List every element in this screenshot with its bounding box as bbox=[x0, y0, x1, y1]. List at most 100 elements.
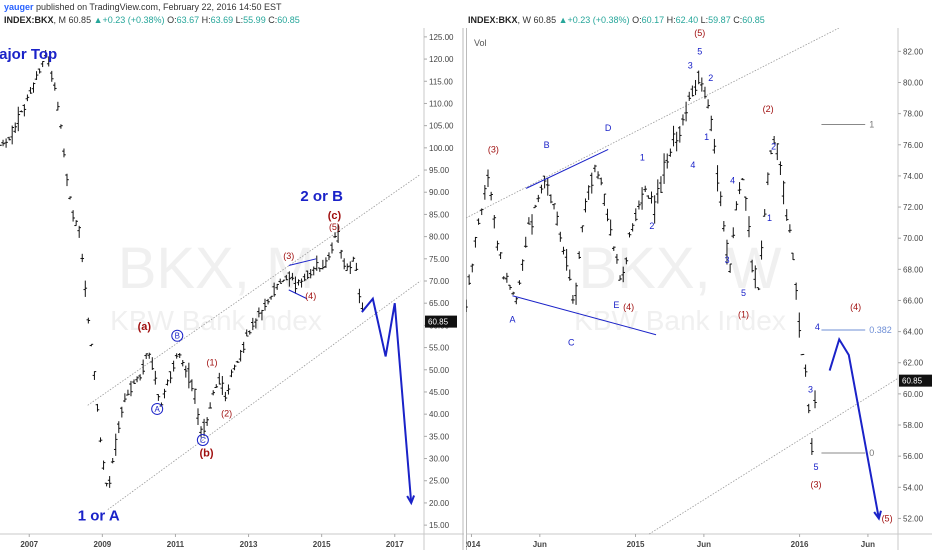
ohlc-bar bbox=[196, 408, 200, 425]
ohlc-bar bbox=[275, 283, 279, 290]
wave-label: 5 bbox=[697, 46, 702, 56]
ohlc-bar bbox=[92, 371, 97, 380]
svg-text:2016: 2016 bbox=[791, 540, 809, 549]
level-label: 0 bbox=[869, 448, 874, 458]
time-axis[interactable]: 2007 2009 2011 2013 2015 2017 bbox=[20, 534, 404, 549]
ohlc-bar bbox=[561, 246, 566, 255]
ohlc-bar bbox=[700, 77, 704, 92]
weekly-chart[interactable]: BKX, W KBW Bank Index Vol 0.382 1 0 (3) B D A… bbox=[466, 28, 932, 550]
ohlc-bar bbox=[238, 349, 243, 362]
ohlc-bar bbox=[244, 329, 249, 337]
ohlc-bar bbox=[0, 144, 2, 146]
svg-text:82.00: 82.00 bbox=[903, 47, 924, 56]
ohlc-bar bbox=[86, 317, 91, 324]
price-tick: 58.00 bbox=[898, 421, 924, 430]
svg-text:30.00: 30.00 bbox=[429, 455, 450, 464]
ohlc-bar bbox=[659, 176, 663, 193]
ohlc-bar bbox=[135, 376, 139, 383]
ohlc-bar bbox=[564, 248, 569, 271]
ohlc-bar bbox=[4, 138, 8, 148]
ohlc-bar bbox=[486, 169, 490, 188]
ohlc-bar bbox=[211, 390, 216, 396]
ohlc-bar bbox=[235, 360, 240, 363]
ohlc-bar bbox=[599, 177, 604, 186]
ohlc-bar bbox=[220, 376, 225, 395]
svg-text:35.00: 35.00 bbox=[429, 432, 450, 441]
price-axis[interactable]: 15.00 20.00 25.00 30.00 35.00 40.00 45.00 50.00… bbox=[424, 33, 457, 530]
time-tick: 2014 bbox=[466, 534, 481, 549]
wave-label: 4 bbox=[690, 160, 695, 170]
price-tick: 120.00 bbox=[424, 55, 454, 64]
ohlc-bar bbox=[165, 379, 170, 386]
svg-text:85.00: 85.00 bbox=[429, 210, 450, 219]
ohlc-bar bbox=[696, 70, 701, 85]
time-tick: 2009 bbox=[93, 534, 112, 549]
svg-text:72.00: 72.00 bbox=[903, 203, 924, 212]
ohlc-bar bbox=[232, 364, 237, 371]
svg-text:100.00: 100.00 bbox=[429, 144, 454, 153]
svg-text:52.00: 52.00 bbox=[903, 514, 924, 523]
left-symbol-line: INDEX:BKX, M 60.85 ▲+0.23 (+0.38%) O:63.… bbox=[4, 15, 300, 25]
ohlc-bar bbox=[640, 187, 644, 210]
wave-lines bbox=[512, 148, 657, 336]
ohlc-bar bbox=[65, 173, 69, 187]
left-change-arrow: ▲ bbox=[93, 15, 103, 25]
svg-text:80.00: 80.00 bbox=[429, 233, 450, 242]
ohlc-bar bbox=[190, 379, 194, 392]
ohlc-bar bbox=[40, 60, 45, 68]
time-tick: 2015 bbox=[313, 534, 331, 549]
svg-text:2013: 2013 bbox=[240, 540, 258, 549]
ohlc-bar bbox=[43, 50, 48, 58]
publisher-name[interactable]: yauger bbox=[4, 2, 34, 12]
wave-label: 1 bbox=[767, 213, 772, 223]
ohlc-bar bbox=[290, 272, 295, 281]
price-tick: 66.00 bbox=[898, 296, 924, 305]
ohlc-bar bbox=[791, 252, 795, 261]
ohlc-bar bbox=[177, 352, 182, 359]
ohlc-bar bbox=[351, 256, 356, 262]
ohlc-bar bbox=[174, 353, 179, 359]
ohlc-bar bbox=[514, 296, 519, 305]
ohlc-bar bbox=[19, 110, 24, 113]
price-tick: 72.00 bbox=[898, 203, 924, 212]
ohlc-bar bbox=[126, 389, 130, 396]
ohlc-bar bbox=[501, 276, 506, 280]
ohlc-bar bbox=[511, 291, 515, 295]
ohlc-bar bbox=[229, 369, 234, 378]
ohlc-bar bbox=[147, 352, 152, 359]
price-tick: 25.00 bbox=[424, 477, 450, 486]
svg-text:2007: 2007 bbox=[20, 540, 38, 549]
channel-line bbox=[648, 377, 899, 535]
ohlc-bar bbox=[339, 249, 343, 259]
wave-label: (3) bbox=[810, 479, 821, 489]
level-label: 1 bbox=[869, 120, 874, 130]
ohlc-bar bbox=[762, 209, 767, 217]
fib-levels: 0.382 1 0 bbox=[821, 120, 892, 458]
wave-label: 1 or A bbox=[78, 508, 120, 525]
ohlc-bar bbox=[272, 282, 276, 297]
fib-level-label: 0.382 bbox=[869, 325, 892, 335]
price-tick: 70.00 bbox=[424, 277, 450, 286]
svg-text:C: C bbox=[200, 436, 206, 445]
wave-label: 2 bbox=[708, 73, 713, 83]
ohlc-bar bbox=[314, 255, 319, 271]
price-axis[interactable]: 52.00 54.00 56.00 58.00 60.00 62.00 64.00 66.00… bbox=[898, 47, 932, 523]
left-low: 55.99 bbox=[243, 15, 266, 25]
ohlc-bar bbox=[709, 115, 714, 132]
svg-text:110.00: 110.00 bbox=[429, 99, 453, 108]
ohlc-bar bbox=[615, 253, 619, 264]
price-tick: 75.00 bbox=[424, 255, 450, 264]
circled-wave-label: B bbox=[171, 329, 184, 342]
time-axis[interactable]: 2014 Jun 2015 Jun 2016 Jun bbox=[466, 534, 875, 549]
ohlc-bar bbox=[217, 372, 222, 385]
ohlc-bar bbox=[138, 374, 142, 381]
watermark-symbol: BKX, M bbox=[118, 236, 315, 301]
price-tick: 60.00 bbox=[898, 390, 924, 399]
time-tick: 2015 bbox=[627, 534, 645, 549]
volume-indicator-label[interactable]: Vol bbox=[474, 38, 487, 48]
ohlc-bar bbox=[466, 299, 468, 312]
monthly-chart[interactable]: BKX, M KBW Bank Index Major Top 1 or A 2 o… bbox=[0, 28, 464, 550]
price-tick: 50.00 bbox=[424, 366, 450, 375]
ohlc-bar bbox=[13, 122, 18, 133]
price-bars bbox=[466, 70, 817, 455]
